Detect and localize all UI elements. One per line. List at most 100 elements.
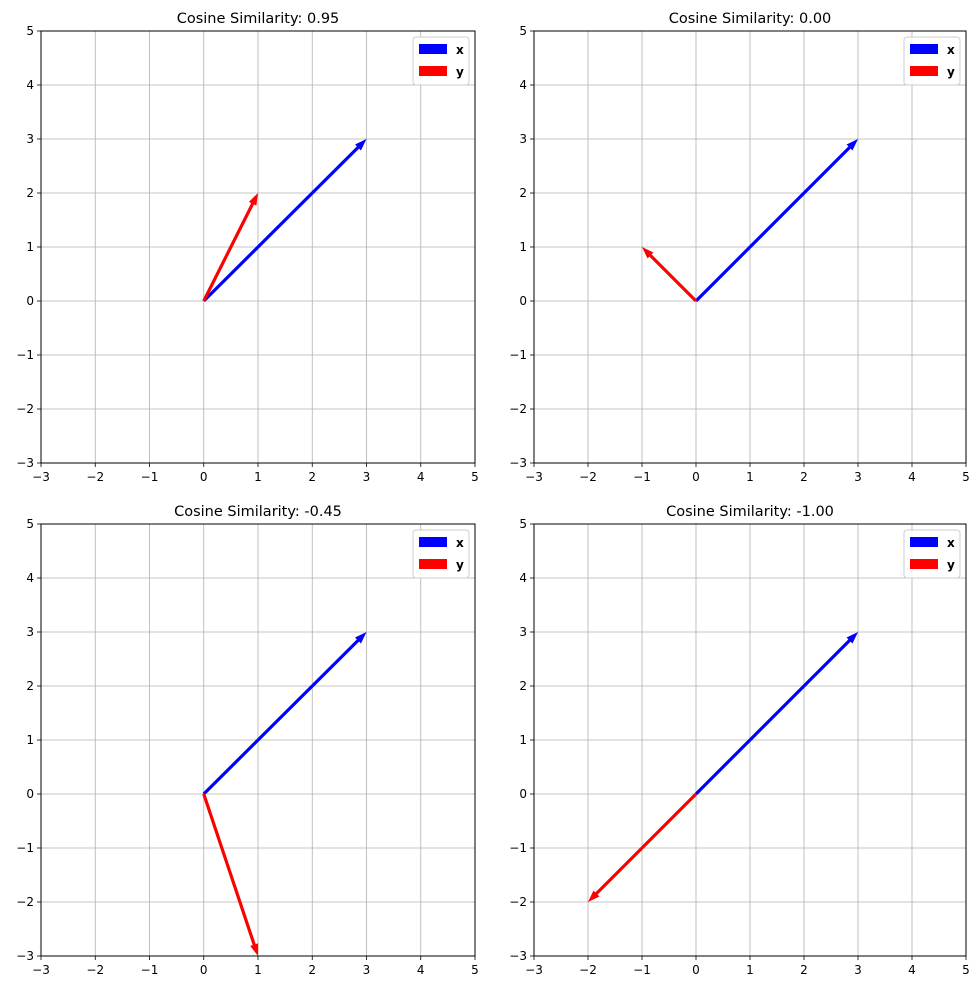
y-tick-label: 0 — [519, 294, 527, 308]
x-tick-label: −3 — [525, 470, 543, 484]
y-tick-label: 2 — [519, 679, 527, 693]
x-tick-label: 4 — [908, 963, 916, 977]
x-tick-label: −2 — [86, 470, 104, 484]
x-tick-label: −1 — [141, 470, 159, 484]
y-tick-label: 4 — [26, 571, 34, 585]
vector-y-arrow — [642, 247, 698, 303]
y-tick-label: 5 — [519, 517, 527, 531]
y-tick-label: 4 — [519, 571, 527, 585]
y-tick-label: 2 — [519, 186, 527, 200]
x-tick-label: 1 — [746, 963, 754, 977]
y-tick-label: 0 — [26, 294, 34, 308]
x-tick-label: 1 — [746, 470, 754, 484]
legend-swatch-x — [910, 44, 938, 54]
y-tick-label: 3 — [26, 625, 34, 639]
x-tick-label: 3 — [854, 963, 862, 977]
x-tick-label: 5 — [962, 470, 970, 484]
x-tick-label: 2 — [308, 963, 316, 977]
y-tick-label: −1 — [16, 841, 34, 855]
y-tick-label: 4 — [519, 78, 527, 92]
x-tick-label: 5 — [471, 963, 479, 977]
legend-label-y: y — [947, 558, 955, 572]
legend-swatch-y — [419, 66, 447, 76]
x-tick-label: −3 — [525, 963, 543, 977]
x-tick-label: −2 — [86, 963, 104, 977]
x-tick-label: −3 — [32, 470, 50, 484]
y-tick-label: 5 — [26, 517, 34, 531]
y-tick-label: −2 — [509, 895, 527, 909]
vector-x-arrow — [694, 139, 858, 303]
y-tick-label: 1 — [519, 240, 527, 254]
y-tick-label: −3 — [16, 456, 34, 470]
legend-swatch-x — [910, 537, 938, 547]
y-tick-label: −3 — [509, 949, 527, 963]
x-tick-label: 4 — [417, 470, 425, 484]
x-tick-label: 0 — [200, 963, 208, 977]
x-tick-label: 3 — [854, 470, 862, 484]
y-tick-label: 3 — [519, 132, 527, 146]
y-tick-label: −1 — [509, 841, 527, 855]
x-tick-label: 3 — [363, 470, 371, 484]
legend-label-y: y — [947, 65, 955, 79]
chart-title: Cosine Similarity: -1.00 — [666, 504, 834, 520]
legend-swatch-x — [419, 44, 447, 54]
y-tick-label: −1 — [16, 348, 34, 362]
y-tick-label: 1 — [26, 240, 34, 254]
y-tick-label: −3 — [16, 949, 34, 963]
y-tick-label: 5 — [519, 24, 527, 38]
chart-title: Cosine Similarity: 0.95 — [177, 11, 340, 27]
y-tick-label: 3 — [519, 625, 527, 639]
y-tick-label: 2 — [26, 186, 34, 200]
y-tick-label: 3 — [26, 132, 34, 146]
x-tick-label: 0 — [200, 470, 208, 484]
vector-y-arrow — [202, 193, 258, 302]
legend-label-y: y — [456, 65, 464, 79]
subplot-4: −3 −2 −1 0 1 2 3 4 5 −3 −2 −1 0 1 2 3 4 5 Cosine Similarit… — [509, 504, 970, 977]
legend-swatch-x — [419, 537, 447, 547]
legend-swatch-y — [910, 559, 938, 569]
y-tick-label: 1 — [519, 733, 527, 747]
x-tick-label: −2 — [579, 470, 597, 484]
vector-y-arrow — [202, 793, 259, 956]
subplot-3: −3 −2 −1 0 1 2 3 4 5 −3 −2 −1 0 1 2 3 4 5 Cosine Similarit… — [16, 504, 479, 977]
x-tick-label: −2 — [579, 963, 597, 977]
legend: xy — [412, 36, 470, 86]
x-tick-label: 2 — [800, 963, 808, 977]
chart-title: Cosine Similarity: 0.00 — [669, 11, 832, 27]
x-tick-label: 0 — [692, 963, 700, 977]
x-tick-label: 2 — [800, 470, 808, 484]
y-tick-label: −1 — [509, 348, 527, 362]
legend: xy — [903, 36, 961, 86]
x-tick-label: 5 — [962, 963, 970, 977]
legend-label-x: x — [456, 43, 464, 57]
x-tick-label: 2 — [308, 470, 316, 484]
x-tick-label: 1 — [254, 470, 262, 484]
y-tick-label: −3 — [509, 456, 527, 470]
legend-label-x: x — [456, 536, 464, 550]
y-tick-label: −2 — [16, 402, 34, 416]
x-tick-label: 4 — [417, 963, 425, 977]
legend-swatch-y — [419, 559, 447, 569]
subplot-2: −3 −2 −1 0 1 2 3 4 5 −3 −2 −1 0 1 2 3 4 5 Cosine Similarit… — [509, 11, 970, 484]
x-tick-label: 4 — [908, 470, 916, 484]
subplot-1: −3 −2 −1 0 1 2 3 4 5 −3 −2 −1 0 1 2 3 4 5 Cosine Similarit… — [16, 11, 479, 484]
x-tick-label: 5 — [471, 470, 479, 484]
y-tick-label: 5 — [26, 24, 34, 38]
x-tick-label: −1 — [141, 963, 159, 977]
y-tick-label: 2 — [26, 679, 34, 693]
y-tick-label: −2 — [16, 895, 34, 909]
x-tick-label: −1 — [633, 470, 651, 484]
y-tick-label: 0 — [26, 787, 34, 801]
x-tick-label: −1 — [633, 963, 651, 977]
x-tick-label: −3 — [32, 963, 50, 977]
y-tick-label: 0 — [519, 787, 527, 801]
y-tick-label: 4 — [26, 78, 34, 92]
vector-x-arrow — [202, 632, 367, 796]
y-tick-label: 1 — [26, 733, 34, 747]
x-tick-label: 3 — [363, 963, 371, 977]
y-tick-label: −2 — [509, 402, 527, 416]
legend-label-x: x — [947, 536, 955, 550]
legend-label-y: y — [456, 558, 464, 572]
x-tick-label: 0 — [692, 470, 700, 484]
